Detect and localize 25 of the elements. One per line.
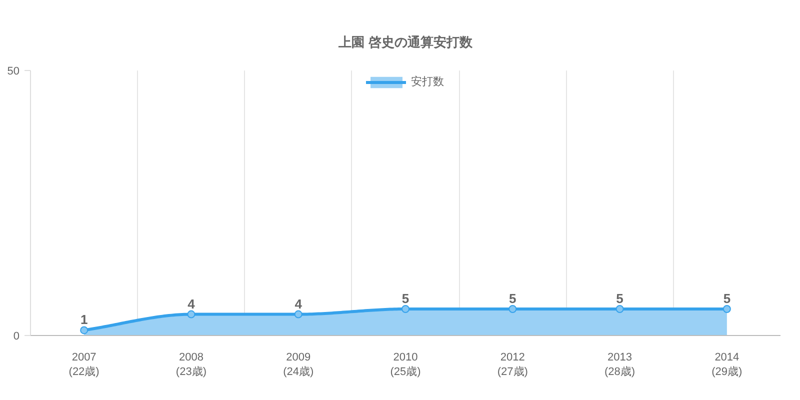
point xyxy=(80,326,88,334)
data-label: 5 xyxy=(616,291,624,306)
x-tick-label: 2012 (27歳) xyxy=(497,352,528,378)
point xyxy=(722,305,731,313)
point xyxy=(616,305,624,313)
y-tick-label: 0 xyxy=(13,330,20,342)
point xyxy=(187,310,196,318)
x-tick-label: 2008 (23歳) xyxy=(176,352,206,378)
y-tick-label: 50 xyxy=(7,66,20,78)
x-tick-label: 2013 (28歳) xyxy=(604,352,636,378)
x-tick-label: 2009 (24歳) xyxy=(283,352,314,378)
x-tick-label: 2010 (25歳) xyxy=(390,352,421,378)
data-label: 5 xyxy=(402,291,410,306)
point xyxy=(508,305,517,313)
point xyxy=(402,305,410,313)
data-label: 4 xyxy=(294,296,303,312)
point xyxy=(294,310,302,318)
legend-label: 安打数 xyxy=(411,74,444,89)
data-label: 5 xyxy=(509,291,516,306)
x-tick-label: 2007 (22歳) xyxy=(68,352,100,378)
chart-title: 上園 啓史の通算安打数 xyxy=(338,34,474,50)
x-tick-label: 2014 (29歳) xyxy=(712,352,742,378)
data-label: 1 xyxy=(80,312,88,328)
data-label: 5 xyxy=(723,291,731,306)
data-label: 4 xyxy=(188,296,196,312)
